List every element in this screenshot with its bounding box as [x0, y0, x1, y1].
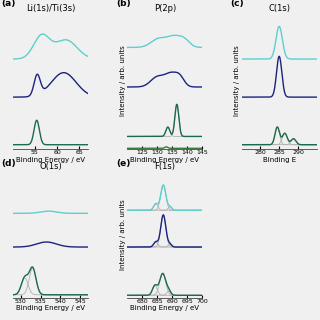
- Title: O(1s): O(1s): [39, 162, 62, 171]
- Y-axis label: Intensity / arb. units: Intensity / arb. units: [120, 45, 126, 116]
- Text: (e): (e): [116, 158, 130, 168]
- Y-axis label: Intensity / arb. units: Intensity / arb. units: [234, 45, 240, 116]
- Text: (d): (d): [2, 158, 16, 168]
- Y-axis label: Intensity / arb. units: Intensity / arb. units: [120, 199, 126, 270]
- X-axis label: Binding Energy / eV: Binding Energy / eV: [16, 305, 85, 311]
- Title: Li(1s)/Ti(3s): Li(1s)/Ti(3s): [26, 4, 75, 13]
- X-axis label: Binding Energy / eV: Binding Energy / eV: [130, 156, 199, 163]
- Text: (a): (a): [2, 0, 16, 8]
- Title: P(2p): P(2p): [154, 4, 176, 13]
- Title: C(1s): C(1s): [268, 4, 290, 13]
- X-axis label: Binding Energy / eV: Binding Energy / eV: [16, 156, 85, 163]
- Text: (c): (c): [230, 0, 244, 8]
- X-axis label: Binding Energy / eV: Binding Energy / eV: [130, 305, 199, 311]
- Title: F(1s): F(1s): [154, 162, 175, 171]
- Text: (b): (b): [116, 0, 131, 8]
- X-axis label: Binding E: Binding E: [263, 156, 296, 163]
